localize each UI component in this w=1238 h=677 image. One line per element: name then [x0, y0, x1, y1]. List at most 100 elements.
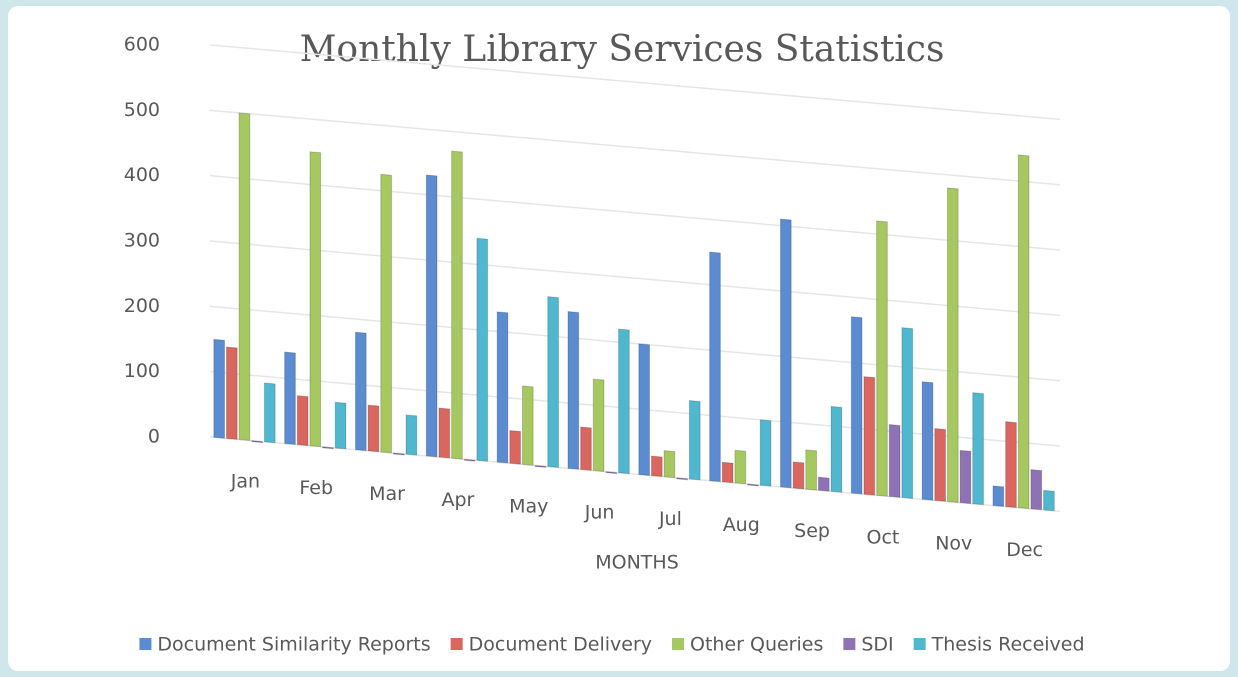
bar — [296, 395, 309, 447]
bar — [638, 343, 651, 476]
bar — [367, 404, 380, 453]
x-tick-label: Sep — [794, 520, 830, 542]
bar — [1017, 154, 1030, 510]
bar — [251, 440, 263, 444]
legend-swatch — [672, 638, 685, 650]
bar — [618, 328, 630, 475]
bar — [238, 112, 251, 442]
x-tick-label: Apr — [441, 489, 474, 511]
bar — [934, 427, 947, 502]
bar — [709, 251, 721, 483]
bar — [792, 461, 805, 490]
plot-area — [210, 44, 1060, 513]
bar — [509, 430, 522, 465]
bar — [688, 399, 701, 481]
bar — [921, 381, 934, 501]
x-tick-label: Aug — [723, 514, 760, 536]
legend-label: Thesis Received — [931, 634, 1085, 656]
legend-label: Document Delivery — [469, 634, 652, 656]
bar — [263, 382, 276, 444]
bar — [830, 405, 843, 493]
legend-swatch — [139, 638, 152, 650]
x-tick-label: May — [509, 495, 548, 517]
bar — [225, 346, 238, 440]
bar — [605, 471, 618, 475]
x-tick-label: Mar — [369, 483, 405, 505]
bar — [438, 407, 451, 459]
bar — [451, 150, 463, 460]
x-tick-label: Feb — [299, 477, 333, 499]
legend-label: Other Queries — [690, 634, 823, 656]
bar — [580, 426, 592, 471]
bar — [721, 461, 734, 484]
x-tick-label: Dec — [1006, 539, 1043, 561]
bar — [425, 174, 438, 458]
bar — [901, 327, 914, 500]
bar — [521, 385, 534, 466]
bar — [380, 173, 393, 454]
grid-line — [210, 174, 1060, 251]
bar — [463, 458, 476, 462]
bar — [405, 414, 418, 456]
bar — [676, 477, 688, 481]
bar — [650, 455, 663, 478]
grid-line — [210, 305, 1060, 382]
bar — [863, 376, 876, 496]
bar — [759, 419, 772, 487]
bar — [946, 187, 959, 504]
bar — [213, 338, 226, 439]
x-tick-label: Jun — [584, 502, 615, 524]
y-tick-label: 300 — [124, 230, 160, 252]
bar — [992, 485, 1005, 507]
bar — [284, 351, 296, 446]
x-axis-label: MONTHS — [595, 552, 679, 574]
y-tick-label: 400 — [124, 164, 160, 186]
bar — [805, 449, 818, 491]
grid-line — [210, 370, 1060, 447]
bar — [888, 424, 901, 498]
grid-line — [210, 109, 1060, 186]
bar — [592, 378, 605, 473]
bar — [747, 483, 759, 487]
bar — [534, 464, 547, 468]
bar — [876, 220, 888, 497]
bar — [1043, 489, 1055, 512]
bar — [972, 392, 984, 506]
y-tick-label: 0 — [148, 426, 160, 448]
bar — [547, 296, 559, 469]
bar — [567, 310, 580, 470]
bar — [354, 331, 367, 452]
grid-line — [210, 44, 1060, 121]
y-tick-label: 200 — [124, 295, 160, 317]
y-tick-label: 100 — [124, 360, 160, 382]
x-tick-label: Oct — [866, 526, 899, 548]
legend-swatch — [843, 638, 856, 650]
bar — [1030, 469, 1043, 511]
legend-label: Document Similarity Reports — [157, 634, 430, 656]
x-tick-label: Jul — [658, 508, 682, 530]
bar — [817, 476, 830, 492]
y-tick-label: 600 — [124, 34, 160, 56]
grid-line — [210, 436, 1060, 513]
legend-label: SDI — [861, 634, 893, 656]
bar — [476, 237, 489, 462]
legend-swatch — [450, 638, 463, 650]
bar — [1005, 421, 1017, 509]
x-tick-label: Nov — [935, 533, 972, 555]
bar — [779, 218, 792, 489]
bar — [496, 311, 509, 464]
bar — [392, 452, 405, 456]
grid-line — [210, 240, 1060, 317]
bar — [309, 151, 322, 448]
bar — [850, 316, 863, 495]
chart-title: Monthly Library Services Statistics — [300, 29, 945, 70]
x-tick-label: Jan — [230, 471, 260, 493]
y-tick-label: 500 — [124, 99, 160, 121]
bar — [663, 450, 676, 479]
legend-swatch — [913, 638, 926, 650]
bar — [334, 401, 347, 450]
bar — [322, 446, 334, 450]
bar — [959, 449, 972, 505]
bar — [734, 449, 747, 485]
